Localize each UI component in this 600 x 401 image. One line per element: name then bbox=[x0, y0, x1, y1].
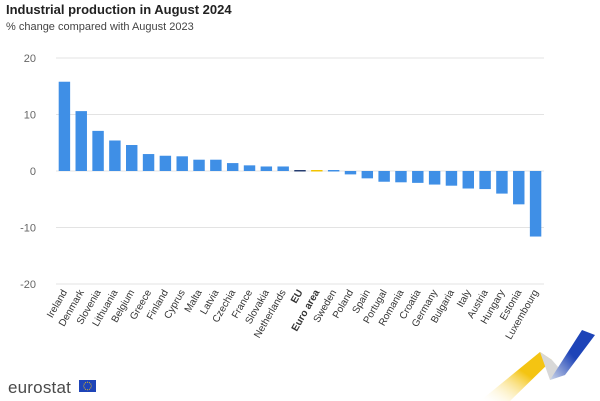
x-tick-label: EU bbox=[289, 288, 305, 306]
bar bbox=[361, 171, 374, 179]
bar bbox=[479, 171, 491, 190]
bar bbox=[126, 145, 138, 171]
y-tick-label: 10 bbox=[24, 110, 36, 122]
bar bbox=[412, 171, 424, 183]
bar bbox=[496, 171, 508, 194]
bar bbox=[109, 140, 121, 171]
y-tick-label: -20 bbox=[20, 279, 36, 291]
bar bbox=[513, 171, 525, 205]
bar bbox=[58, 81, 71, 171]
bar bbox=[344, 171, 357, 175]
bar bbox=[142, 154, 155, 171]
bar bbox=[395, 171, 407, 183]
bar bbox=[428, 171, 441, 185]
bar bbox=[226, 163, 239, 171]
bar bbox=[176, 156, 188, 171]
bar bbox=[378, 171, 390, 182]
eurostat-decorative-ribbon bbox=[480, 330, 595, 401]
bar bbox=[260, 166, 273, 171]
bar bbox=[311, 170, 323, 172]
bar bbox=[210, 159, 222, 171]
y-tick-label: 0 bbox=[30, 166, 36, 178]
eurostat-logo-text: eurostat bbox=[8, 378, 72, 397]
y-tick-label: 20 bbox=[24, 53, 36, 65]
chart-subtitle: % change compared with August 2023 bbox=[6, 21, 194, 33]
y-tick-label: -10 bbox=[20, 223, 36, 235]
eu-flag-icon bbox=[79, 380, 96, 392]
chart-title: Industrial production in August 2024 bbox=[6, 2, 232, 17]
bar bbox=[462, 171, 474, 189]
bar bbox=[445, 171, 458, 186]
bar bbox=[243, 165, 256, 171]
bar bbox=[159, 155, 172, 171]
bar bbox=[75, 111, 87, 171]
bar bbox=[277, 166, 289, 171]
bar bbox=[193, 159, 205, 171]
bar bbox=[327, 170, 340, 172]
bar bbox=[294, 170, 306, 172]
bar bbox=[529, 171, 542, 237]
bar bbox=[92, 130, 104, 171]
